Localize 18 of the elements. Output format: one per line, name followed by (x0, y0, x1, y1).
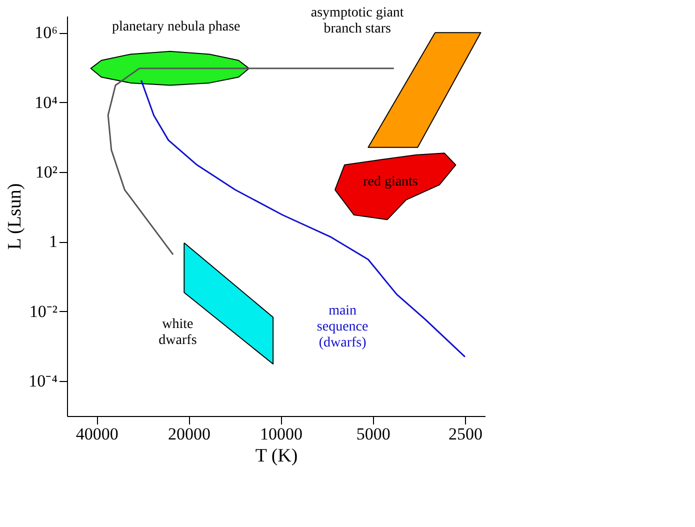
x-tick-label: 10000 (260, 424, 303, 444)
y-tick-label: 1 (49, 232, 58, 252)
series-label: white dwarfs (158, 316, 197, 348)
x-tick-label: 20000 (168, 424, 210, 444)
x-tick-label: 40000 (76, 424, 118, 444)
series-label: planetary nebula phase (112, 20, 240, 35)
y-axis-title: L (Lsun) (4, 183, 26, 250)
y-tick-label: 10² (35, 162, 58, 182)
x-tick-label: 5000 (356, 424, 390, 444)
y-tick-label: 10⁻⁴ (28, 372, 58, 391)
y-tick-label: 10⁴ (34, 92, 58, 112)
y-tick-label: 10⁻² (29, 302, 58, 321)
x-axis-title: T (K) (255, 446, 298, 466)
series-label: asymptotic giant branch stars (310, 6, 404, 37)
x-tick-label: 2500 (448, 424, 482, 444)
series-label: main sequence (dwarfs) (316, 304, 368, 351)
y-tick-label: 10⁶ (34, 23, 58, 42)
series-label: red giants (363, 174, 418, 190)
